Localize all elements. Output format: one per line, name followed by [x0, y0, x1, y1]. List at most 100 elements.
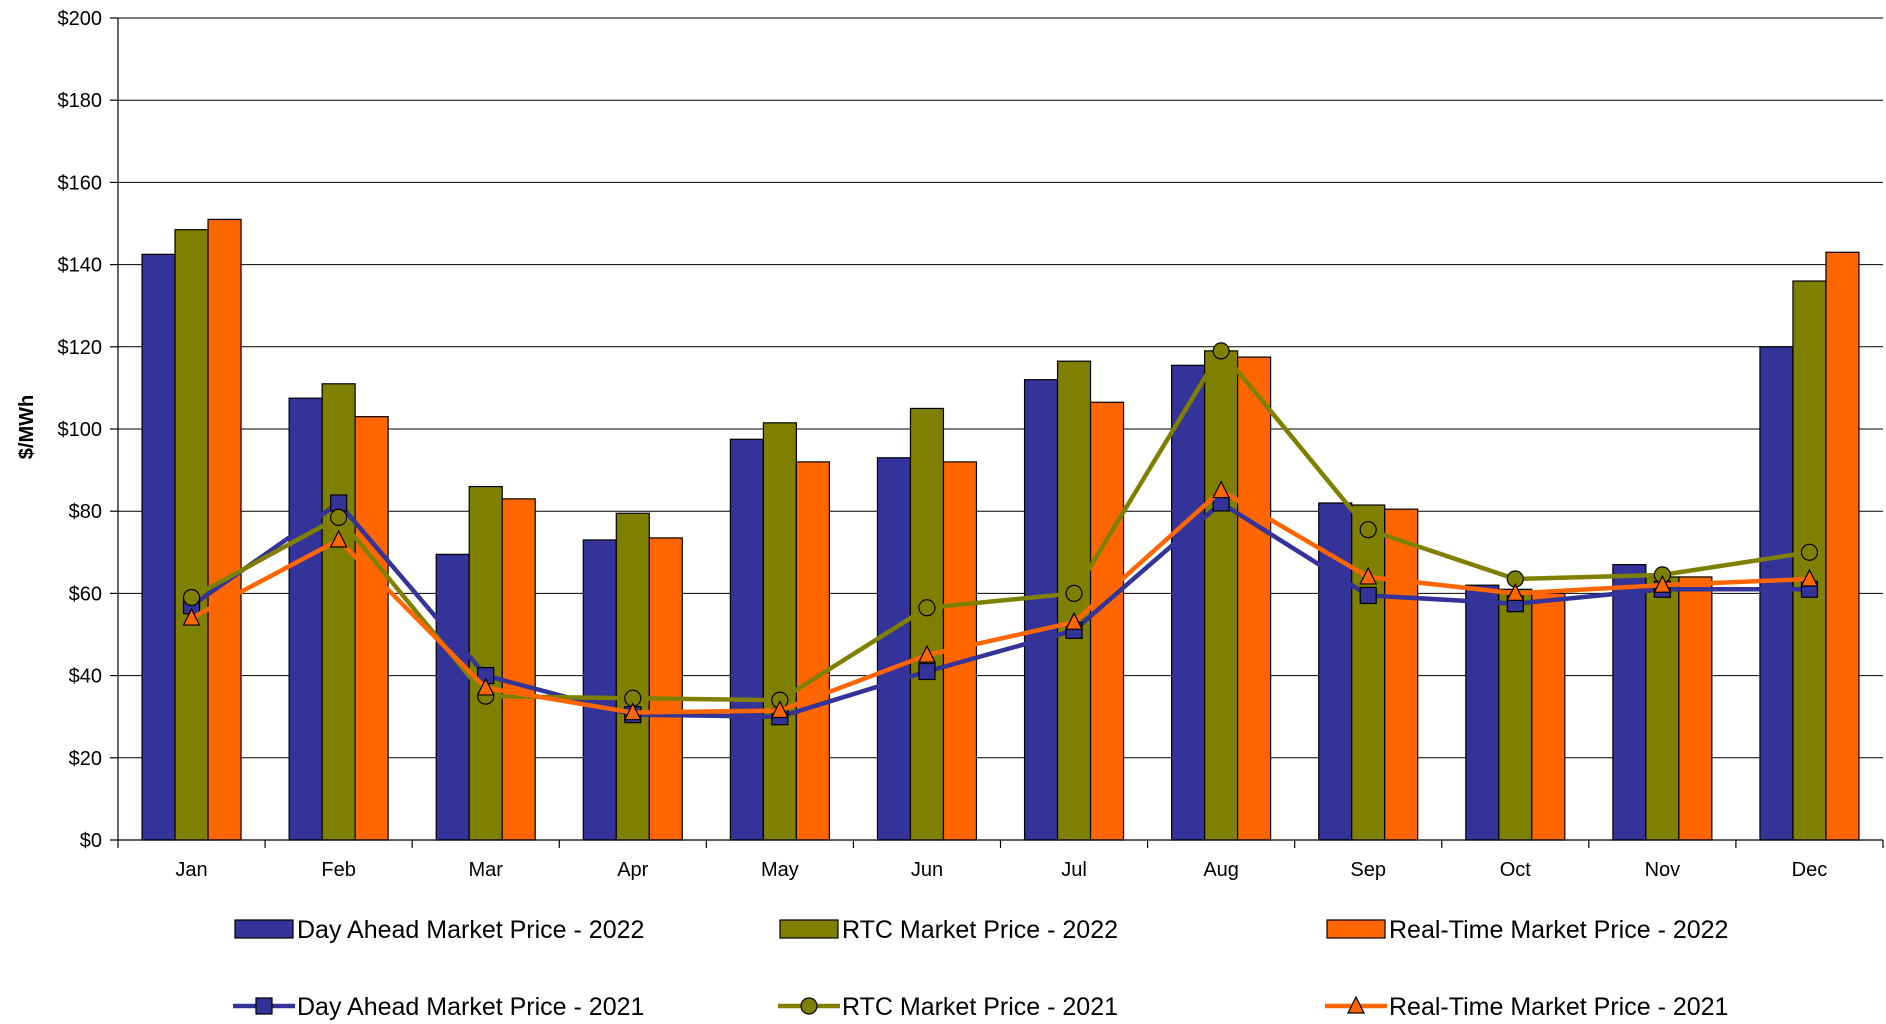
bar [354, 416, 389, 841]
y-tick-labels: $0 $20 $40 $60 $80 $100 $120 $140 $160 $180 $200 [58, 8, 103, 852]
data-point [1800, 568, 1819, 587]
y-tick-label: $120 [58, 337, 103, 359]
legend-label: Real-Time Market Price - 2021 [1389, 993, 1728, 1021]
bar [909, 407, 945, 841]
bar [1531, 592, 1566, 841]
y-tick-label: $100 [58, 419, 103, 441]
bar [1645, 576, 1680, 841]
axes [110, 17, 1884, 848]
legend: Day Ahead Market Price - 2022 RTC Market … [233, 916, 1728, 1021]
x-tick-label: Jan [175, 859, 207, 881]
y-tick-label: $180 [58, 90, 103, 112]
bar [876, 457, 912, 841]
x-tick-label: Mar [468, 859, 503, 881]
legend-label: Day Ahead Market Price - 2022 [297, 916, 644, 944]
data-point [1212, 342, 1230, 360]
y-tick-label: $200 [58, 8, 103, 30]
bar [1825, 251, 1860, 841]
bar [141, 253, 176, 841]
legend-label: RTC Market Price - 2021 [842, 993, 1118, 1021]
legend-label: Day Ahead Market Price - 2021 [297, 993, 644, 1021]
data-point [330, 494, 348, 512]
legend-item: Day Ahead Market Price - 2021 [233, 993, 644, 1021]
bar [1759, 346, 1794, 841]
bar [1498, 588, 1533, 841]
data-point [918, 599, 936, 617]
legend-swatch [1326, 919, 1386, 939]
bar [288, 397, 323, 841]
x-tick-labels: Jan Feb Mar Apr May Jun Jul Aug Sep Oct Nov Dec [175, 859, 1827, 881]
x-tick-label: Apr [617, 859, 648, 881]
legend-label: RTC Market Price - 2022 [842, 916, 1118, 944]
bars [141, 218, 1860, 841]
data-point [623, 702, 642, 721]
data-point [1212, 480, 1231, 499]
y-tick-label: $80 [69, 501, 102, 523]
data-point [182, 607, 201, 626]
data-point [1653, 574, 1672, 593]
bar [1465, 584, 1500, 841]
data-point [770, 700, 789, 719]
x-tick-label: Sep [1350, 859, 1386, 881]
data-point [1800, 543, 1819, 561]
y-tick-label: $60 [69, 583, 102, 605]
bar [762, 422, 797, 841]
x-tick-label: Dec [1792, 859, 1828, 881]
bar [1204, 350, 1239, 841]
bar [1318, 502, 1353, 841]
legend-item: Day Ahead Market Price - 2022 [234, 916, 644, 944]
data-point [1065, 584, 1083, 603]
series-line [190, 500, 1810, 719]
data-point [918, 662, 936, 681]
data-point [329, 529, 348, 548]
legend-marker [1347, 995, 1365, 1014]
bar [1351, 504, 1386, 841]
data-point [1359, 566, 1378, 585]
bar [648, 537, 683, 841]
data-point [1065, 611, 1084, 630]
x-tick-label: Jul [1061, 859, 1087, 881]
y-tick-label: $0 [80, 830, 102, 852]
data-point [1359, 521, 1377, 539]
bar [435, 553, 470, 841]
gridlines [118, 17, 1883, 841]
bar [1678, 576, 1713, 841]
legend-marker [800, 997, 818, 1015]
bar [582, 539, 617, 841]
legend-item: RTC Market Price - 2021 [778, 993, 1118, 1021]
bar [1171, 364, 1206, 841]
x-tick-label: Oct [1500, 859, 1532, 881]
legend-label: Real-Time Market Price - 2022 [1389, 916, 1728, 944]
bar [729, 438, 764, 841]
data-point [917, 644, 936, 663]
bar [795, 461, 830, 841]
legend-item: Real-Time Market Price - 2022 [1326, 916, 1728, 944]
data-point [330, 508, 348, 526]
bar [207, 218, 242, 841]
data-point [1359, 586, 1377, 605]
data-point [1506, 583, 1525, 602]
bar [1089, 401, 1125, 841]
bar [174, 229, 209, 841]
y-axis-label: $/MWh [16, 395, 38, 459]
series-line [190, 488, 1810, 715]
y-tick-label: $160 [58, 172, 103, 194]
y-tick-label: $140 [58, 255, 103, 277]
x-tick-label: May [761, 859, 799, 881]
legend-marker [255, 997, 273, 1015]
bar [501, 498, 536, 841]
bar [615, 512, 650, 841]
x-tick-label: Nov [1645, 859, 1681, 881]
bar [1612, 564, 1647, 841]
bar [321, 383, 356, 841]
x-tick-label: Jun [911, 859, 943, 881]
x-tick-label: Feb [321, 859, 355, 881]
data-point [182, 588, 201, 607]
series-line [190, 348, 1810, 703]
legend-swatch [779, 919, 839, 939]
legend-item: Real-Time Market Price - 2021 [1325, 993, 1728, 1021]
line-series [182, 342, 1819, 726]
legend-item: RTC Market Price - 2022 [779, 916, 1118, 944]
y-tick-label: $40 [69, 666, 102, 688]
